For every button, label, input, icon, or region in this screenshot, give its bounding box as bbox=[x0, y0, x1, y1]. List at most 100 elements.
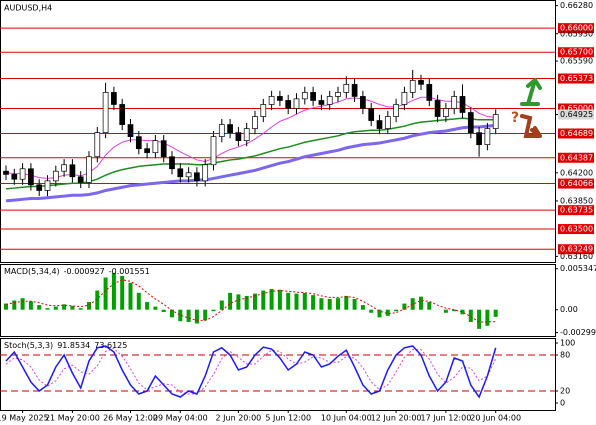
macd-bar bbox=[111, 272, 116, 310]
annotation: ? bbox=[511, 110, 519, 126]
macd-bar bbox=[460, 309, 465, 315]
candle-body bbox=[368, 108, 375, 121]
macd-bar bbox=[352, 298, 357, 310]
x-tick-label: 21 May 20:00 bbox=[45, 414, 100, 423]
x-tick-label: 12 Jun 20:00 bbox=[371, 414, 422, 423]
up-arrow-icon bbox=[520, 78, 542, 106]
candle-body bbox=[293, 98, 300, 109]
macd-bar bbox=[145, 302, 150, 310]
x-tick-label: 10 Jun 04:00 bbox=[321, 414, 372, 423]
level-label: 0.64066 bbox=[560, 179, 593, 188]
candle-body bbox=[36, 184, 43, 191]
candle-body bbox=[310, 92, 316, 101]
candle-body bbox=[418, 80, 424, 85]
down-arrow-icon bbox=[520, 114, 542, 138]
y-tick-label: 0.00 bbox=[560, 305, 578, 314]
x-tick-label: 17 Jun 12:00 bbox=[420, 414, 471, 423]
macd-bar bbox=[477, 309, 482, 329]
candle-body bbox=[476, 132, 482, 146]
y-tick-label: 0.66280 bbox=[560, 1, 593, 10]
macd-bar bbox=[394, 309, 399, 312]
macd-bar bbox=[211, 309, 216, 312]
x-tick-label: 2 Jun 20:00 bbox=[216, 414, 262, 423]
candle-body bbox=[409, 80, 416, 93]
macd-bar bbox=[219, 300, 224, 310]
macd-bar bbox=[311, 295, 316, 310]
candle-body bbox=[202, 164, 209, 182]
candle-body bbox=[252, 116, 258, 129]
chart-title: AUDUSD,H4 bbox=[4, 4, 52, 13]
level-label-box bbox=[558, 178, 594, 189]
price-panel bbox=[0, 0, 556, 263]
indicator-value: 91.8534 bbox=[57, 341, 90, 350]
candle-body bbox=[127, 124, 134, 137]
candle-body bbox=[185, 172, 192, 178]
candle-body bbox=[467, 112, 474, 133]
candle-body bbox=[11, 174, 18, 180]
level-label: 0.63735 bbox=[560, 206, 593, 215]
candle-body bbox=[301, 92, 308, 100]
macd-bar bbox=[45, 308, 50, 310]
candle-body bbox=[268, 96, 275, 105]
candle-body bbox=[343, 84, 350, 93]
macd-bar bbox=[452, 309, 457, 312]
candle-body bbox=[152, 140, 159, 154]
signal-line bbox=[5, 347, 497, 395]
candle-body bbox=[28, 168, 34, 186]
candle-body bbox=[401, 92, 408, 105]
macd-bar bbox=[277, 289, 282, 310]
level-label-box bbox=[558, 128, 594, 139]
macd-bar bbox=[103, 277, 108, 310]
y-tick-label: 80 bbox=[560, 351, 570, 360]
candle-body bbox=[69, 164, 76, 178]
y-tick-label: 0.65590 bbox=[560, 57, 593, 66]
candle-body bbox=[492, 114, 499, 129]
candle-body bbox=[277, 96, 283, 101]
y-tick-label: 0.005347 bbox=[560, 264, 596, 273]
macd-bar bbox=[244, 295, 249, 310]
macd-bar bbox=[120, 275, 125, 310]
macd-bar bbox=[153, 306, 158, 310]
candle-body bbox=[210, 136, 217, 166]
candle-body bbox=[360, 96, 366, 109]
y-tick-label: 0 bbox=[560, 399, 565, 408]
candle-body bbox=[285, 100, 292, 109]
level-label: 0.65373 bbox=[560, 74, 593, 83]
macd-bar bbox=[427, 302, 432, 310]
candle-body bbox=[19, 168, 26, 180]
macd-bar bbox=[485, 309, 490, 326]
macd-bar bbox=[20, 298, 25, 310]
level-label: 0.65700 bbox=[560, 48, 593, 57]
signal-line bbox=[5, 279, 496, 323]
macd-bar bbox=[468, 309, 473, 322]
level-label: 0.64689 bbox=[560, 129, 593, 138]
macd-bar bbox=[402, 303, 407, 310]
level-label-box bbox=[558, 205, 594, 216]
indicator-title: MACD(5,34,4) -0.000927 -0.001551 bbox=[4, 267, 150, 276]
moving-average bbox=[5, 123, 496, 203]
macd-bar bbox=[369, 309, 374, 313]
x-tick-label: 29 May 04:00 bbox=[153, 414, 208, 423]
candle-body bbox=[135, 136, 142, 150]
macd-bar bbox=[236, 294, 241, 310]
main-line bbox=[5, 345, 497, 399]
macd-bar bbox=[178, 309, 183, 322]
macd-bar bbox=[443, 309, 448, 313]
indicator-title: Stoch(5,3,3) 91.8534 73.6125 bbox=[4, 341, 127, 350]
candle-body bbox=[227, 124, 233, 133]
x-tick-label: 20 Jun 04:00 bbox=[470, 414, 521, 423]
macd-bar bbox=[203, 309, 208, 321]
macd-bar bbox=[28, 301, 33, 310]
macd-bar bbox=[286, 292, 291, 310]
candle-body bbox=[94, 132, 101, 158]
indicator-value: -0.000927 bbox=[64, 267, 105, 276]
candle-body bbox=[144, 148, 150, 154]
macd-bar bbox=[377, 309, 382, 318]
candle-body bbox=[426, 84, 433, 101]
level-label: 0.65000 bbox=[560, 104, 593, 113]
candle-body bbox=[102, 92, 109, 133]
level-label-box bbox=[558, 47, 594, 58]
